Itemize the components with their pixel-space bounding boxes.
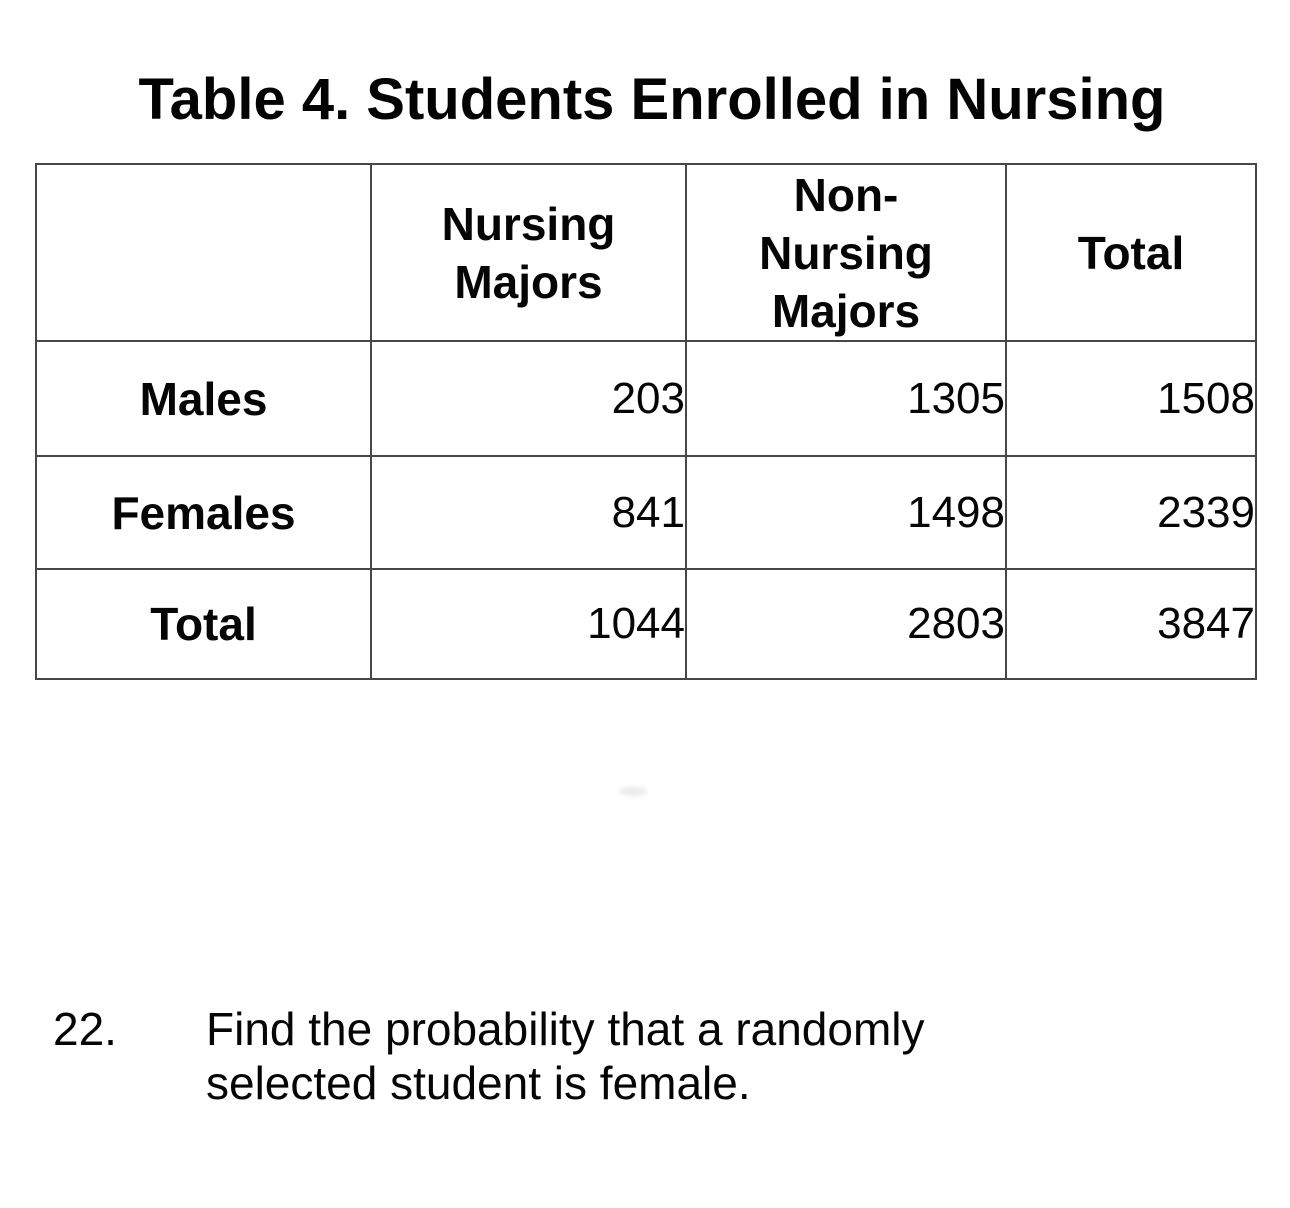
cell-total-total: 3847 (1005, 568, 1257, 680)
table-header-row: Nursing Majors Non- Nursing Majors Total (35, 163, 1257, 342)
column-header-nursing-line2: Majors (454, 255, 603, 308)
cell-males-non-nursing-majors: 1305 (685, 340, 1007, 457)
cell-females-nursing-majors: 841 (370, 455, 687, 570)
cell-males-nursing-majors: 203 (370, 340, 687, 457)
row-label-females: Females (35, 455, 372, 570)
corner-cell (35, 163, 372, 342)
cell-males-total: 1508 (1005, 340, 1257, 457)
cell-total-non-nursing-majors: 2803 (685, 568, 1007, 680)
column-header-non-nursing-line1: Non- (793, 168, 899, 221)
cell-total-nursing-majors: 1044 (370, 568, 687, 680)
cell-females-total: 2339 (1005, 455, 1257, 570)
question-text-line1: Find the probability that a randomly (206, 1003, 925, 1055)
column-header-nursing-line1: Nursing (441, 197, 616, 250)
column-header-total: Total (1005, 163, 1257, 342)
question-number: 22. (53, 1003, 117, 1055)
table-row-males: Males 203 1305 1508 (35, 340, 1257, 457)
nursing-enrollment-table: Nursing Majors Non- Nursing Majors Total… (35, 163, 1257, 680)
column-header-nursing-majors: Nursing Majors (370, 163, 687, 342)
table-row-total: Total 1044 2803 3847 (35, 568, 1257, 680)
column-header-non-nursing-line3: Majors (771, 284, 921, 337)
row-label-total: Total (35, 568, 372, 680)
column-header-non-nursing-majors: Non- Nursing Majors (685, 163, 1007, 342)
table-row-females: Females 841 1498 2339 (35, 455, 1257, 570)
column-header-non-nursing-line2: Nursing (759, 226, 933, 279)
table-title: Table 4. Students Enrolled in Nursing (138, 67, 1166, 132)
cell-females-non-nursing-majors: 1498 (685, 455, 1007, 570)
question-text: Find the probability that a randomly sel… (206, 1002, 925, 1110)
question-text-line2: selected student is female. (206, 1057, 751, 1109)
row-label-males: Males (35, 340, 372, 457)
scan-artifact-smudge (619, 787, 647, 796)
